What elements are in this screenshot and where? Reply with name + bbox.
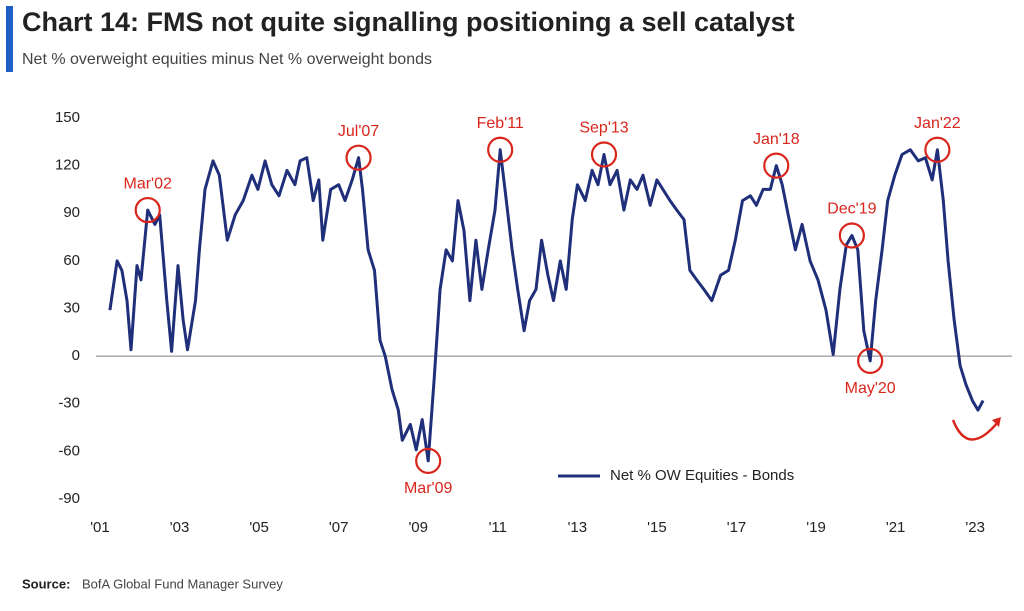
annotation-circle (345, 144, 372, 171)
y-tick-label: -90 (58, 490, 80, 507)
x-tick-label: '21 (886, 519, 906, 536)
x-tick-label: '19 (806, 519, 826, 536)
annotation-label: Jul'07 (338, 123, 379, 140)
x-tick-label: '15 (647, 519, 667, 536)
x-tick-label: '09 (408, 519, 428, 536)
y-tick-label: 30 (63, 299, 80, 316)
x-tick-label: '07 (329, 519, 349, 536)
annotation-circle (924, 136, 951, 163)
series-line (108, 148, 985, 463)
x-tick-label: '01 (90, 519, 110, 536)
chart-title: Chart 14: FMS not quite signalling posit… (22, 7, 795, 37)
annotation-circle (590, 141, 618, 168)
source: BofA Global Fund Manager Survey (82, 576, 283, 591)
y-tick-label: 60 (63, 252, 80, 269)
y-tick-label: 150 (55, 109, 80, 126)
annotation-circle (487, 136, 514, 163)
annotation-circle (415, 447, 442, 474)
annotation-label: Jan'18 (753, 131, 800, 148)
annotation-label: Mar'09 (404, 480, 453, 497)
annotation-label: Sep'13 (579, 120, 628, 137)
annotation-circle (838, 222, 865, 249)
rebound-arrow-head (992, 417, 1001, 427)
title-bar (6, 6, 13, 72)
y-tick-label: -60 (58, 442, 80, 459)
x-tick-label: '17 (727, 519, 747, 536)
annotation-label: Feb'11 (477, 115, 524, 132)
chart-subtitle: Net % overweight equities minus Net % ov… (22, 51, 432, 68)
x-tick-label: '13 (568, 519, 588, 536)
annotation-circle (134, 196, 161, 224)
rebound-arrow (951, 419, 999, 441)
legend-label: Net % OW Equities - Bonds (610, 467, 794, 484)
y-tick-label: 90 (63, 204, 80, 221)
y-tick-label: -30 (58, 395, 80, 412)
y-tick-label: 0 (72, 347, 80, 364)
annotation-label: May'20 (845, 380, 896, 397)
source-label: Source: (22, 576, 70, 591)
x-tick-label: '03 (170, 519, 190, 536)
annotation-circle (857, 347, 884, 374)
x-tick-label: '11 (489, 519, 507, 536)
x-tick-label: '23 (965, 519, 985, 536)
annotation-circle (763, 152, 790, 179)
annotation-label: Dec'19 (827, 201, 876, 218)
y-tick-label: 120 (55, 157, 80, 174)
annotation-label: Jan'22 (914, 115, 961, 132)
annotation-label: Mar'02 (124, 175, 173, 192)
x-tick-label: '05 (249, 519, 269, 536)
